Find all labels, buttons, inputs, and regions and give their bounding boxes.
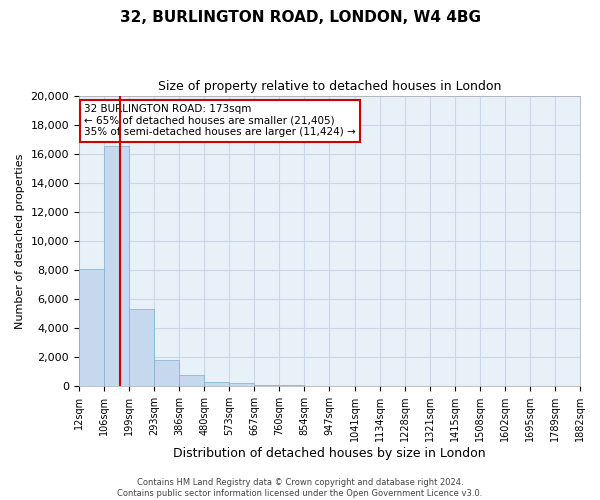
Text: 32 BURLINGTON ROAD: 173sqm
← 65% of detached houses are smaller (21,405)
35% of : 32 BURLINGTON ROAD: 173sqm ← 65% of deta… [84,104,356,138]
Bar [154,360,179,386]
Text: 32, BURLINGTON ROAD, LONDON, W4 4BG: 32, BURLINGTON ROAD, LONDON, W4 4BG [119,10,481,25]
Bar [129,309,154,386]
Bar [229,384,254,386]
Bar [104,146,129,386]
Bar [254,385,280,386]
Text: Contains HM Land Registry data © Crown copyright and database right 2024.
Contai: Contains HM Land Registry data © Crown c… [118,478,482,498]
Y-axis label: Number of detached properties: Number of detached properties [15,153,25,328]
Title: Size of property relative to detached houses in London: Size of property relative to detached ho… [158,80,501,93]
Bar [179,376,204,386]
Bar [204,382,229,386]
X-axis label: Distribution of detached houses by size in London: Distribution of detached houses by size … [173,447,486,460]
Bar [79,268,104,386]
